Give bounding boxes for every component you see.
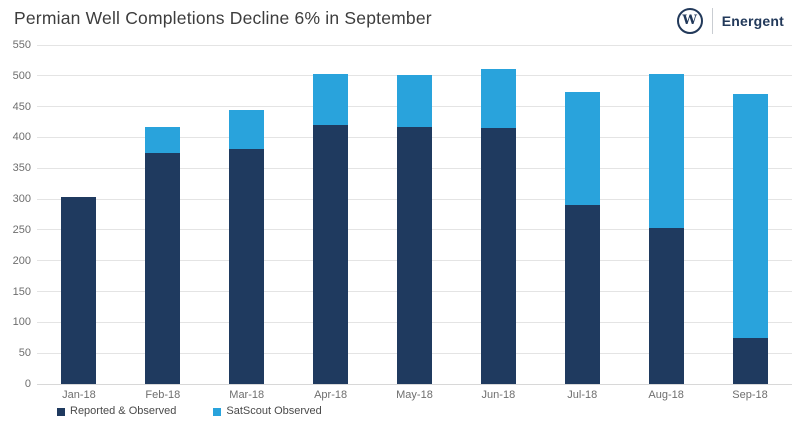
legend-label: SatScout Observed [226, 405, 322, 417]
bar-Jan-18-reported-observed [61, 197, 97, 384]
legend: Reported & Observed SatScout Observed [57, 405, 322, 418]
x-tick-label-sep-18: Sep-18 [732, 389, 768, 401]
bar-Mar-18-satscout-observed [229, 109, 265, 150]
bar-May-18-satscout-observed [397, 74, 432, 127]
legend-swatch-icon [213, 407, 222, 416]
chart-title: Permian Well Completions Decline 6% in S… [14, 8, 432, 28]
y-tick-label: 550 [12, 39, 31, 51]
y-tick-label: 300 [12, 193, 31, 206]
bar-Apr-18-satscout-observed [313, 73, 349, 125]
y-tick-label: 0 [24, 378, 31, 390]
y-tick-label: 500 [12, 69, 31, 82]
x-tick-label-aug-18: Aug-18 [648, 389, 684, 401]
legend-label: Reported & Observed [70, 405, 177, 417]
legend-item-reported-observed: Reported & Observed [57, 405, 176, 418]
x-tick-label-apr-18: Apr-18 [314, 389, 348, 401]
y-tick-label: 450 [12, 100, 31, 113]
x-tick-label-feb-18: Feb-18 [145, 389, 181, 401]
bar-Aug-18-satscout-observed [648, 73, 684, 229]
x-tick-label-jun-18: Jun-18 [481, 389, 516, 401]
x-axis-labels: Jan-18 Feb-18 Mar-18 Apr-18 May-18 Jun-18 Jul-… [37, 388, 792, 402]
logo-divider [711, 8, 713, 34]
bar-Jul-18-reported-observed [564, 204, 600, 384]
bar-Feb-18-satscout-observed [145, 126, 181, 154]
bar-Sep-18-reported-observed [732, 337, 768, 384]
brand-logo: W Energent [676, 6, 784, 36]
y-tick-label: 50 [18, 347, 31, 360]
y-tick-label: 250 [12, 223, 31, 236]
brand-name: Energent [721, 13, 784, 29]
bar-Sep-18-satscout-observed [732, 93, 768, 338]
x-tick-label-jan-18: Jan-18 [62, 389, 96, 401]
y-tick-label: 100 [12, 316, 31, 329]
logo-monogram-letter: W [682, 12, 698, 28]
bar-May-18-reported-observed [397, 126, 432, 384]
y-tick-label: 400 [12, 131, 31, 144]
x-tick-label-jul-18: Jul-18 [567, 389, 598, 401]
gridline-550 [37, 44, 792, 46]
gridline-0 [37, 383, 792, 385]
bar-Feb-18-reported-observed [145, 153, 181, 384]
bar-Aug-18-reported-observed [648, 228, 684, 384]
bar-Mar-18-reported-observed [229, 149, 265, 384]
bar-Apr-18-reported-observed [313, 124, 349, 384]
y-tick-label: 200 [12, 254, 31, 267]
y-tick-label: 350 [12, 162, 31, 175]
x-tick-label-mar-18: Mar-18 [229, 389, 265, 401]
bar-Jul-18-satscout-observed [564, 91, 600, 205]
plot-area [37, 44, 792, 385]
bar-Jun-18-satscout-observed [480, 69, 516, 128]
x-tick-label-may-18: May-18 [396, 389, 433, 401]
legend-item-satscout-observed: SatScout Observed [213, 405, 322, 418]
bar-Jun-18-reported-observed [480, 127, 516, 384]
y-tick-label: 150 [12, 285, 31, 298]
legend-swatch-icon [57, 407, 65, 416]
logo-monogram-icon: W [676, 8, 703, 34]
